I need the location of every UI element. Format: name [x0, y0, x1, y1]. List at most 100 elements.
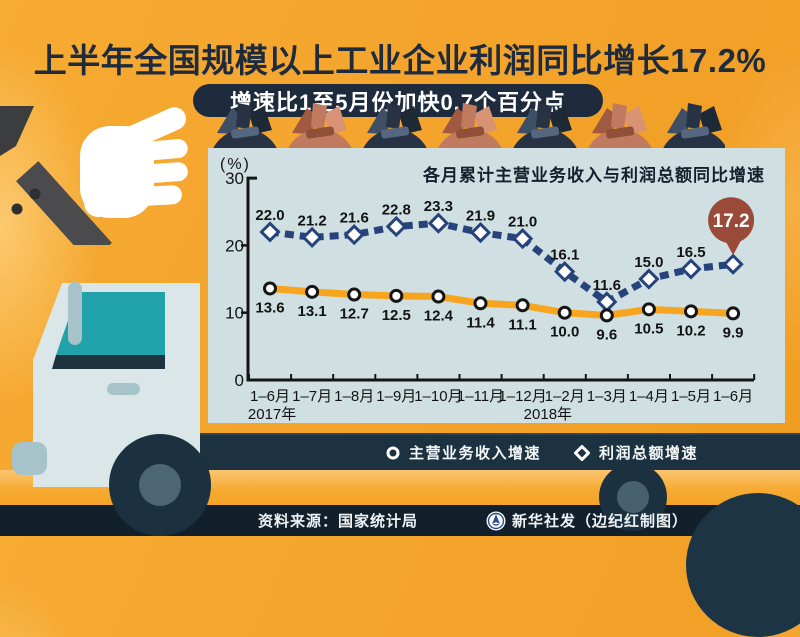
revenue-point — [431, 289, 446, 304]
pointing-hand-illustration — [0, 106, 188, 245]
door-handle — [107, 383, 140, 395]
revenue-point — [347, 287, 362, 302]
money-bag — [513, 103, 577, 148]
truck-rear-wheel — [599, 463, 667, 531]
svg-text:1–6月: 1–6月 — [250, 388, 290, 405]
page-title: 上半年全国规模以上工业企业利润同比增长17.2% — [33, 42, 767, 79]
series-profit: 22.0 21.2 21.6 22.8 23.3 21.9 21.0 16.1 11.6 15.0… — [255, 198, 744, 313]
svg-text:1–2月: 1–2月 — [545, 388, 585, 405]
svg-text:各月累计主营业务收入与利润总额同比增速: 各月累计主营业务收入与利润总额同比增速 — [422, 165, 765, 185]
footer-credit: 新华社发（边纪红制图） — [486, 505, 688, 536]
circle-marker-icon — [386, 446, 400, 459]
revenue-point — [473, 296, 488, 311]
revenue-point — [515, 298, 530, 313]
svg-text:12.4: 12.4 — [424, 308, 454, 325]
svg-text:30: 30 — [225, 169, 244, 188]
svg-text:13.6: 13.6 — [255, 299, 284, 316]
money-bag — [363, 103, 427, 148]
legend-band: 主营业务收入增速 利润总额增速 — [162, 433, 800, 470]
axes: 0 10 20 30(%) — [220, 156, 756, 390]
svg-text:17.2: 17.2 — [713, 211, 750, 232]
svg-text:10: 10 — [225, 304, 244, 323]
credit-text: 新华社发（边纪红制图） — [512, 513, 689, 530]
profit-point — [680, 258, 702, 280]
revenue-point — [305, 284, 320, 299]
profit-point — [259, 221, 281, 243]
svg-text:1–8月: 1–8月 — [334, 388, 374, 405]
series-revenue: 13.6 13.1 12.7 12.5 12.4 11.4 11.1 10.0 9.6 10.5 1… — [255, 281, 744, 343]
money-bags-row — [213, 103, 725, 148]
svg-text:11.4: 11.4 — [466, 314, 495, 331]
svg-text:9.9: 9.9 — [723, 324, 744, 341]
svg-text:10.0: 10.0 — [550, 324, 579, 341]
index-finger — [90, 107, 186, 163]
svg-text:12.5: 12.5 — [382, 307, 411, 324]
xinhua-logo — [486, 511, 506, 530]
svg-text:0: 0 — [235, 371, 244, 390]
svg-text:11.1: 11.1 — [508, 316, 536, 333]
svg-text:1–12月: 1–12月 — [498, 388, 546, 405]
svg-text:(%): (%) — [220, 156, 251, 173]
revenue-point — [641, 302, 656, 317]
money-bag — [663, 103, 725, 148]
sleeve-dot — [11, 203, 23, 215]
truck-cab-illustration — [12, 282, 211, 536]
revenue-point — [684, 304, 698, 319]
svg-text:13.1: 13.1 — [297, 303, 326, 320]
money-bag — [588, 103, 652, 148]
profit-point — [385, 215, 407, 238]
footer-source: 资料来源：国家统计局 — [258, 513, 419, 530]
svg-text:1–4月: 1–4月 — [629, 388, 669, 405]
svg-text:1–5月: 1–5月 — [671, 388, 711, 405]
profit-point — [343, 224, 365, 246]
cuff — [16, 161, 112, 245]
money-bag — [213, 103, 277, 148]
svg-text:1–6月: 1–6月 — [713, 388, 753, 405]
svg-text:10.2: 10.2 — [676, 322, 705, 339]
svg-text:2017年: 2017年 — [248, 406, 296, 423]
legend-item-revenue: 主营业务收入增速 — [386, 435, 541, 470]
svg-text:21.9: 21.9 — [466, 208, 495, 225]
legend-label: 主营业务收入增速 — [409, 445, 542, 462]
cab-step — [12, 442, 47, 475]
revenue-point — [263, 281, 277, 296]
highlight-balloon: 17.2 — [708, 197, 755, 256]
svg-text:12.7: 12.7 — [340, 306, 369, 323]
svg-text:1–7月: 1–7月 — [292, 388, 332, 405]
diamond-marker-icon — [574, 444, 590, 461]
chart-panel: 0 10 20 30 (%) 各月累计主营业务收入与利润总额同比增速 1–6月 1–7月 1–8… — [208, 148, 785, 423]
profit-point — [638, 268, 660, 290]
svg-text:10.5: 10.5 — [634, 320, 663, 337]
profit-point — [722, 253, 744, 275]
revenue-point — [726, 306, 741, 321]
svg-text:1–10月: 1–10月 — [414, 388, 462, 405]
svg-text:22.0: 22.0 — [255, 207, 284, 224]
svg-text:20: 20 — [225, 236, 244, 255]
revenue-point — [557, 305, 572, 320]
profit-point — [554, 261, 576, 283]
profit-point — [427, 212, 450, 234]
revenue-point — [599, 308, 614, 323]
sleeve-dot — [29, 188, 41, 200]
window-pillar — [68, 282, 82, 345]
profit-point — [511, 228, 534, 250]
profit-point — [301, 226, 323, 248]
svg-text:21.6: 21.6 — [340, 210, 369, 227]
shoulder-shape — [0, 106, 34, 156]
thumb — [84, 176, 135, 217]
svg-text:22.8: 22.8 — [382, 202, 411, 219]
hand-shape — [80, 107, 188, 218]
money-bag — [438, 103, 502, 148]
svg-text:11.6: 11.6 — [593, 277, 621, 294]
svg-text:16.1: 16.1 — [550, 247, 579, 264]
revenue-point — [389, 288, 404, 303]
svg-text:9.6: 9.6 — [596, 326, 617, 343]
svg-text:1–11月: 1–11月 — [457, 388, 504, 405]
legend-item-profit: 利润总额增速 — [574, 435, 698, 470]
svg-text:23.3: 23.3 — [424, 198, 453, 215]
svg-text:21.0: 21.0 — [508, 214, 537, 231]
profit-point — [469, 221, 492, 244]
svg-text:2018年: 2018年 — [524, 406, 572, 423]
money-bag — [288, 103, 352, 148]
